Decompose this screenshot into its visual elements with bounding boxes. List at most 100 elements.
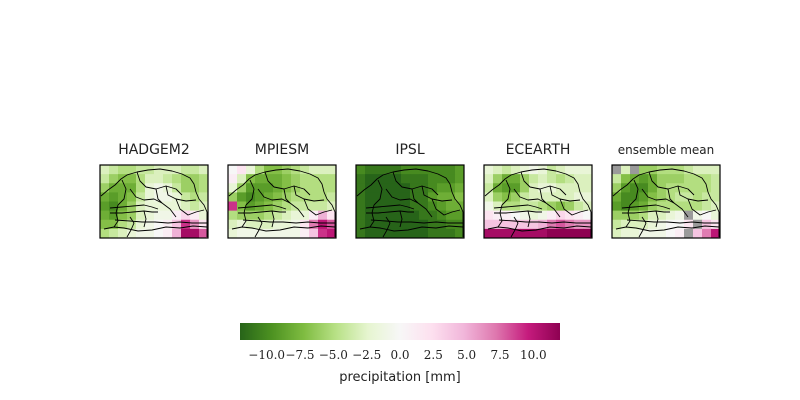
heatmap-cell	[410, 174, 420, 184]
heatmap-cell	[455, 219, 464, 230]
heatmap-cell	[612, 210, 622, 221]
heatmap-cell	[693, 228, 703, 238]
heatmap-cell	[282, 210, 292, 221]
heatmap-cell	[419, 174, 429, 184]
heatmap-cell	[190, 210, 200, 221]
heatmap-cell	[538, 228, 548, 238]
heatmap-cell	[255, 210, 265, 221]
map-panel	[99, 164, 209, 239]
heatmap-cell	[574, 165, 584, 175]
colorbar-tick-label: 5.0	[457, 348, 476, 362]
heatmap-cell	[529, 210, 539, 221]
heatmap-cell	[100, 192, 110, 202]
heatmap-cell	[118, 210, 128, 221]
heatmap-cell	[484, 201, 494, 212]
heatmap-cell	[410, 201, 420, 212]
heatmap-cell	[711, 201, 720, 212]
heatmap-cell	[365, 192, 375, 202]
heatmap-cell	[648, 210, 658, 221]
heatmap-cell	[574, 174, 584, 184]
heatmap-cell	[383, 192, 393, 202]
heatmap-cell	[291, 219, 301, 230]
heatmap-cell	[309, 228, 319, 238]
border-line	[245, 179, 255, 206]
heatmap-cell	[309, 219, 319, 230]
border-line	[117, 179, 127, 206]
country-borders	[484, 168, 592, 238]
heatmap-cell	[365, 201, 375, 212]
heatmap-cell	[419, 219, 429, 230]
border-line	[257, 188, 305, 218]
heatmap-cell	[109, 210, 119, 221]
heatmap-cell	[702, 165, 712, 175]
heatmap-cell	[630, 174, 640, 184]
heatmap-cell	[666, 219, 676, 230]
heatmap-cells	[612, 165, 720, 238]
heatmap-cell	[181, 210, 191, 221]
border-line	[621, 204, 671, 210]
heatmap-cell	[693, 219, 703, 230]
colorbar-label: precipitation [mm]	[339, 370, 461, 385]
heatmap-cell	[172, 201, 182, 212]
heatmap-cell	[327, 228, 336, 238]
heatmap-cell	[639, 219, 649, 230]
heatmap-cell	[547, 183, 557, 193]
heatmap-cell	[237, 174, 247, 184]
heatmap-cell	[374, 165, 384, 175]
heatmap-cell	[100, 183, 110, 193]
heatmap-cell	[374, 183, 384, 193]
border-line	[411, 188, 419, 204]
heatmap-cell	[127, 228, 137, 238]
heatmap-cell	[264, 210, 274, 221]
heatmap-cell	[666, 201, 676, 212]
border-line	[487, 225, 592, 232]
border-line	[559, 198, 589, 216]
heatmap-cell	[228, 183, 238, 193]
heatmap-cell	[502, 183, 512, 193]
heatmap-cell	[711, 192, 720, 202]
heatmap-cell	[556, 228, 566, 238]
heatmap-cell	[428, 201, 438, 212]
heatmap-cell	[419, 192, 429, 202]
heatmap-cell	[246, 219, 256, 230]
heatmap-cell	[199, 219, 208, 230]
heatmap-cell	[711, 210, 720, 221]
heatmap-cell	[520, 165, 530, 175]
heatmap-cell	[529, 174, 539, 184]
heatmap-cell	[374, 174, 384, 184]
heatmap-cell	[612, 192, 622, 202]
heatmap-cell	[547, 210, 557, 221]
heatmap-cell	[163, 219, 173, 230]
heatmap-cell	[565, 201, 575, 212]
heatmap-cell	[246, 192, 256, 202]
heatmap-cell	[511, 219, 521, 230]
heatmap-cell	[392, 192, 402, 202]
heatmap-cell	[264, 183, 274, 193]
border-line	[283, 188, 291, 204]
heatmap-cell	[612, 201, 622, 212]
heatmap-cell	[711, 165, 720, 175]
border-line	[494, 210, 542, 214]
heatmap-cell	[612, 183, 622, 193]
heatmap-cell	[145, 192, 155, 202]
heatmap-cell	[255, 183, 265, 193]
border-line	[175, 198, 205, 216]
heatmap-cell	[428, 183, 438, 193]
heatmap-cell	[639, 174, 649, 184]
heatmap-cell	[282, 165, 292, 175]
map-frame	[227, 164, 337, 239]
border-line	[625, 204, 631, 228]
heatmap-cell	[648, 165, 658, 175]
heatmap-cell	[583, 219, 592, 230]
map-frame	[483, 164, 593, 239]
heatmap-cell	[273, 192, 283, 202]
border-line	[114, 219, 207, 224]
heatmap-cell	[392, 183, 402, 193]
heatmap-cell	[291, 183, 301, 193]
heatmap-cell	[100, 228, 110, 238]
heatmap-cell	[574, 210, 584, 221]
heatmap-cell	[199, 183, 208, 193]
heatmap-cell	[365, 183, 375, 193]
heatmap-cell	[291, 228, 301, 238]
heatmap-cell	[172, 210, 182, 221]
